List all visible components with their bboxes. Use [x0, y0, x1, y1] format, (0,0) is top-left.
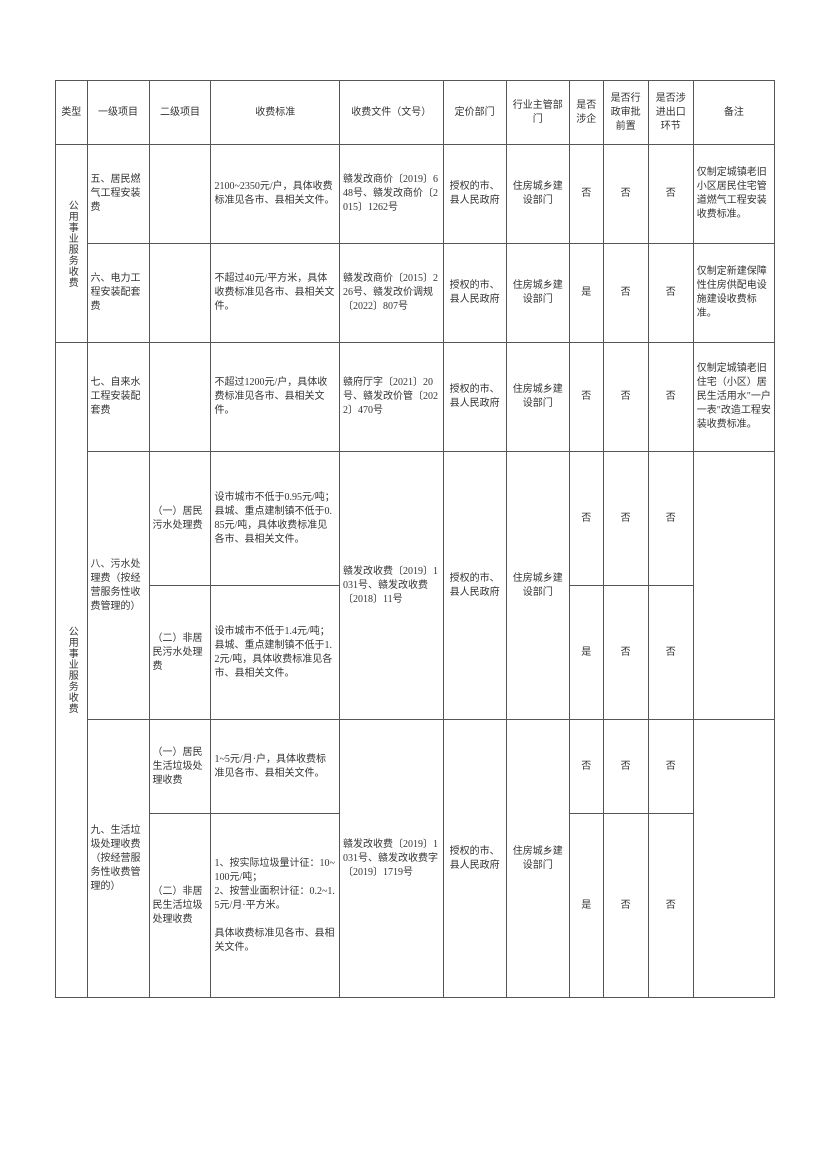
table-row: 六、电力工程安装配套费 不超过40元/平方米，具体收费标准见各市、县相关文件。 …: [56, 244, 775, 343]
doc-cell: 赣发改收费〔2019〕1031号、赣发改收费〔2018〕11号: [339, 452, 443, 720]
q1-cell: 是: [569, 244, 603, 343]
standard-cell: 设市城市不低于0.95元/吨；县城、重点建制镇不低于0.85元/吨，具体收费标准…: [211, 452, 339, 586]
q1-cell: 是: [569, 814, 603, 998]
level1-cell: 五、居民燃气工程安装费: [87, 145, 149, 244]
q3-cell: 否: [648, 343, 693, 452]
q3-cell: 否: [648, 720, 693, 814]
level2-cell: [149, 145, 211, 244]
level2-cell: （一）居民污水处理费: [149, 452, 211, 586]
level1-cell: 八、污水处理费（按经营服务性收费管理的）: [87, 452, 149, 720]
fee-table: 类型 一级项目 二级项目 收费标准 收费文件（文号） 定价部门 行业主管部门 是…: [55, 80, 775, 998]
remark-cell: [693, 720, 774, 998]
standard-cell: 不超过40元/平方米，具体收费标准见各市、县相关文件。: [211, 244, 339, 343]
q2-cell: 否: [603, 814, 648, 998]
type-cell: 公用事业服务收费: [56, 343, 88, 998]
level2-cell: [149, 343, 211, 452]
doc-cell: 赣府厅字〔2021〕20号、赣发改价管〔2022〕470号: [339, 343, 443, 452]
dept-cell: 授权的市、县人民政府: [443, 145, 506, 244]
q3-cell: 否: [648, 586, 693, 720]
col-remark: 备注: [693, 81, 774, 145]
level1-cell: 七、自来水工程安装配套费: [87, 343, 149, 452]
q2-cell: 否: [603, 586, 648, 720]
ind-cell: 住房城乡建设部门: [506, 145, 569, 244]
standard-cell: 不超过1200元/户，具体收费标准见各市、县相关文件。: [211, 343, 339, 452]
dept-cell: 授权的市、县人民政府: [443, 244, 506, 343]
q1-cell: 否: [569, 720, 603, 814]
table-row: 八、污水处理费（按经营服务性收费管理的） （一）居民污水处理费 设市城市不低于0…: [56, 452, 775, 586]
table-row: 公用事业服务收费 七、自来水工程安装配套费 不超过1200元/户，具体收费标准见…: [56, 343, 775, 452]
col-q2: 是否行政审批前置: [603, 81, 648, 145]
level2-cell: （二）非居民污水处理费: [149, 586, 211, 720]
remark-cell: 仅制定城镇老旧住宅（小区）居民生活用水"一户一表"改造工程安装收费标准。: [693, 343, 774, 452]
ind-cell: 住房城乡建设部门: [506, 720, 569, 998]
level1-cell: 九、生活垃圾处理收费（按经营服务性收费管理的）: [87, 720, 149, 998]
level2-cell: （一）居民生活垃圾处理收费: [149, 720, 211, 814]
q1-cell: 否: [569, 145, 603, 244]
doc-cell: 赣发改商价〔2015〕226号、赣发改价调规〔2022〕807号: [339, 244, 443, 343]
col-q3: 是否涉进出口环节: [648, 81, 693, 145]
q2-cell: 否: [603, 343, 648, 452]
q3-cell: 否: [648, 814, 693, 998]
col-doc: 收费文件（文号）: [339, 81, 443, 145]
standard-cell: 1、按实际垃圾量计征：10~100元/吨； 2、按营业面积计征：0.2~1.5元…: [211, 814, 339, 998]
col-level1: 一级项目: [87, 81, 149, 145]
doc-cell: 赣发改商价〔2019〕648号、赣发改商价〔2015〕1262号: [339, 145, 443, 244]
doc-cell: 赣发改收费〔2019〕1031号、赣发改收费字〔2019〕1719号: [339, 720, 443, 998]
table-row: 公用事业服务收费 五、居民燃气工程安装费 2100~2350元/户，具体收费标准…: [56, 145, 775, 244]
standard-cell: 2100~2350元/户，具体收费标准见各市、县相关文件。: [211, 145, 339, 244]
col-dept: 定价部门: [443, 81, 506, 145]
q3-cell: 否: [648, 244, 693, 343]
ind-cell: 住房城乡建设部门: [506, 244, 569, 343]
level1-cell: 六、电力工程安装配套费: [87, 244, 149, 343]
standard-cell: 设市城市不低于1.4元/吨；县城、重点建制镇不低于1.2元/吨，具体收费标准见各…: [211, 586, 339, 720]
q1-cell: 否: [569, 343, 603, 452]
q3-cell: 否: [648, 452, 693, 586]
remark-cell: 仅制定城镇老旧小区居民住宅管道燃气工程安装收费标准。: [693, 145, 774, 244]
dept-cell: 授权的市、县人民政府: [443, 720, 506, 998]
q2-cell: 否: [603, 145, 648, 244]
q1-cell: 是: [569, 586, 603, 720]
col-type: 类型: [56, 81, 88, 145]
remark-cell: [693, 452, 774, 720]
col-q1: 是否涉企: [569, 81, 603, 145]
table-row: 九、生活垃圾处理收费（按经营服务性收费管理的） （一）居民生活垃圾处理收费 1~…: [56, 720, 775, 814]
col-standard: 收费标准: [211, 81, 339, 145]
dept-cell: 授权的市、县人民政府: [443, 452, 506, 720]
col-level2: 二级项目: [149, 81, 211, 145]
type-cell: 公用事业服务收费: [56, 145, 88, 343]
q2-cell: 否: [603, 244, 648, 343]
ind-cell: 住房城乡建设部门: [506, 343, 569, 452]
header-row: 类型 一级项目 二级项目 收费标准 收费文件（文号） 定价部门 行业主管部门 是…: [56, 81, 775, 145]
level2-cell: （二）非居民生活垃圾处理收费: [149, 814, 211, 998]
dept-cell: 授权的市、县人民政府: [443, 343, 506, 452]
q2-cell: 否: [603, 452, 648, 586]
level2-cell: [149, 244, 211, 343]
standard-cell: 1~5元/月·户，具体收费标准见各市、县相关文件。: [211, 720, 339, 814]
q1-cell: 否: [569, 452, 603, 586]
ind-cell: 住房城乡建设部门: [506, 452, 569, 720]
q2-cell: 否: [603, 720, 648, 814]
remark-cell: 仅制定新建保障性住房供配电设施建设收费标准。: [693, 244, 774, 343]
col-industry: 行业主管部门: [506, 81, 569, 145]
q3-cell: 否: [648, 145, 693, 244]
